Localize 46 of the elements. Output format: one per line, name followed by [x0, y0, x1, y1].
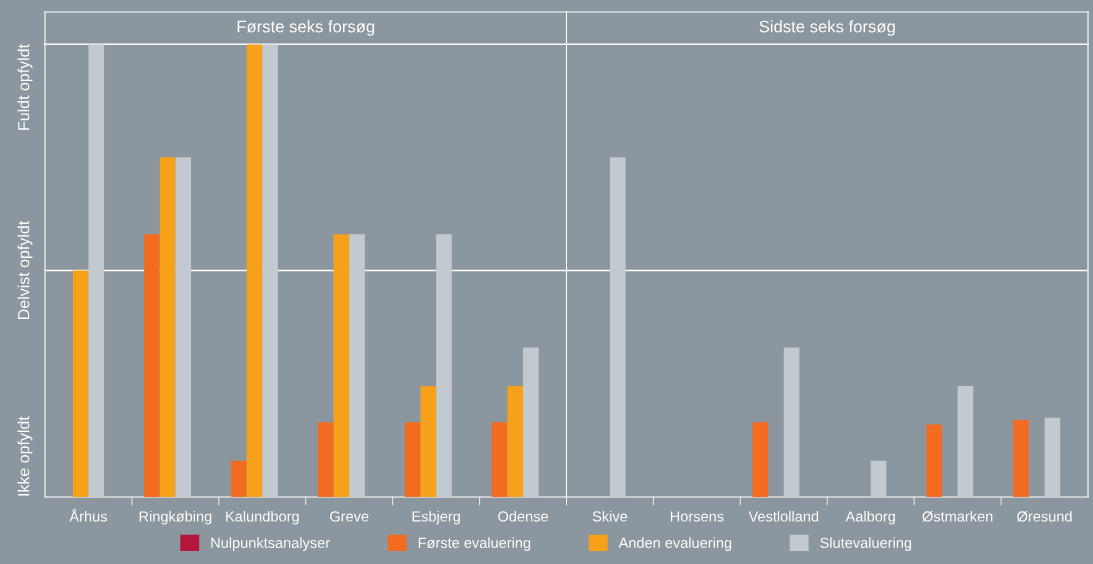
x-tick-label: Århus — [69, 508, 107, 522]
bar — [609, 157, 626, 497]
text: Fuldt opfyldt — [17, 44, 33, 130]
bar — [420, 386, 437, 497]
bar — [144, 234, 160, 497]
bar — [246, 44, 263, 497]
x-tick-label: Ringkøbing — [139, 510, 212, 525]
x-tick-label: Øresund — [1017, 510, 1072, 522]
text: Første seks forsøg — [237, 20, 375, 36]
x-tick-label: Esbjerg — [412, 510, 460, 525]
legend-label: Første evaluering — [418, 537, 531, 551]
bar — [333, 234, 350, 497]
bar — [175, 157, 192, 497]
bar — [404, 422, 421, 497]
bar — [523, 347, 539, 497]
bar — [957, 386, 974, 497]
bar — [436, 234, 452, 497]
bar — [262, 44, 278, 497]
bar — [317, 422, 334, 497]
bar — [72, 270, 89, 497]
bar — [926, 424, 942, 497]
bar — [507, 386, 524, 497]
legend-label: Anden evaluering — [618, 537, 732, 551]
x-tick-label: Odense — [498, 510, 548, 522]
bar — [870, 460, 887, 497]
text: Ikke opfyldt — [17, 416, 33, 496]
bar — [1013, 419, 1029, 497]
bar — [752, 422, 769, 497]
bar — [231, 460, 247, 497]
bar — [1044, 417, 1061, 497]
x-tick-label: Kalundborg — [226, 510, 299, 525]
x-tick-label: Aalborg — [845, 510, 895, 525]
text: Delvist opfyldt — [17, 220, 33, 319]
legend-label: Slutevaluering — [820, 537, 912, 551]
bar — [783, 347, 800, 497]
bar — [349, 234, 365, 497]
x-tick-label: Horsens — [670, 511, 724, 522]
x-tick-label: Østmarken — [922, 510, 993, 522]
text: Sidste seks forsøg — [759, 20, 895, 36]
bar — [159, 157, 176, 497]
x-tick-label: Greve — [330, 511, 369, 522]
legend-label: Nulpunktsanalyser — [211, 537, 330, 551]
bar — [88, 44, 105, 497]
bar — [491, 422, 508, 497]
x-tick-label: Skive — [592, 510, 628, 522]
x-tick-label: Vestlolland — [748, 510, 819, 522]
